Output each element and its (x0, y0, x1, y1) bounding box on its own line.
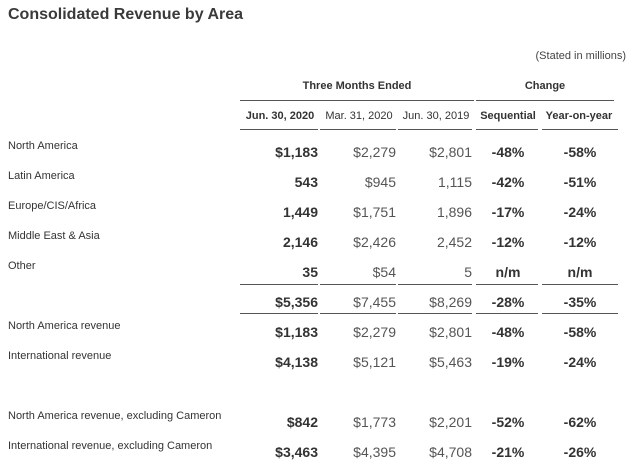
cell-jun-2020: 1,449 (282, 204, 318, 220)
cell-mar-2020: $1,751 (353, 204, 396, 220)
cell-year-on-year: n/m (567, 264, 593, 280)
cell-sequential: -48% (491, 144, 525, 160)
table-row: Latin America 543 $945 1,115 -42% -51% (0, 170, 638, 200)
cell-sequential: -42% (491, 174, 525, 190)
cell-sequential: -21% (491, 444, 525, 460)
group-header-three-months: Three Months Ended (302, 80, 412, 92)
header-rule-4 (476, 129, 538, 130)
group-rule-change (476, 100, 614, 101)
total-bottom-rule-2 (320, 313, 396, 314)
col-header-mar-2020: Mar. 31, 2020 (325, 110, 393, 122)
cell-year-on-year: -12% (563, 234, 597, 250)
cell-year-on-year: -26% (563, 444, 597, 460)
cell-jun-2019: $2,801 (429, 144, 472, 160)
total-bottom-rule-3 (398, 313, 472, 314)
cell-year-on-year: -51% (563, 174, 597, 190)
total-rule-2 (320, 284, 396, 285)
col-header-jun-2020: Jun. 30, 2020 (245, 110, 315, 122)
row-label: North America revenue (8, 320, 121, 332)
cell-jun-2019: $2,801 (429, 324, 472, 340)
cell-year-on-year: -58% (563, 144, 597, 160)
col-header-sequential: Sequential (480, 110, 536, 122)
row-label: Other (8, 260, 36, 272)
page-title: Consolidated Revenue by Area (8, 6, 244, 23)
cell-jun-2020: 543 (294, 174, 318, 190)
cell-year-on-year: -24% (563, 354, 597, 370)
cell-jun-2019: 1,896 (436, 204, 472, 220)
table-row: North America revenue, excluding Cameron… (0, 410, 638, 440)
cell-jun-2019: 1,115 (438, 174, 472, 190)
cell-mar-2020: $54 (372, 264, 396, 280)
cell-jun-2019: 2,452 (436, 234, 472, 250)
cell-mar-2020: $1,773 (353, 414, 396, 430)
cell-mar-2020: $2,426 (353, 234, 396, 250)
cell-sequential: -28% (491, 294, 525, 310)
total-rule-5 (542, 284, 618, 285)
row-label: International revenue, excluding Cameron (8, 440, 213, 452)
cell-sequential: -48% (491, 324, 525, 340)
cell-mar-2020: $7,455 (353, 294, 396, 310)
total-bottom-rule-5 (542, 313, 618, 314)
col-header-year-on-year: Year-on-year (545, 110, 613, 122)
cell-mar-2020: $2,279 (353, 144, 396, 160)
cell-mar-2020: $4,395 (353, 444, 396, 460)
group-rule-three-months (240, 100, 474, 101)
cell-jun-2020: $4,138 (275, 354, 318, 370)
units-note: (Stated in millions) (535, 50, 626, 62)
table-row: Other 35 $54 5 n/m n/m (0, 260, 638, 290)
header-rule-5 (542, 129, 618, 130)
cell-jun-2019: $8,269 (429, 294, 472, 310)
cell-mar-2020: $2,279 (353, 324, 396, 340)
header-rule-1 (240, 129, 318, 130)
table-row: Europe/CIS/Africa 1,449 $1,751 1,896 -17… (0, 200, 638, 230)
group-header-change: Change (524, 80, 566, 92)
table-row: International revenue $4,138 $5,121 $5,4… (0, 350, 638, 380)
cell-jun-2020: $3,463 (275, 444, 318, 460)
cell-jun-2019: $2,201 (429, 414, 472, 430)
total-bottom-rule-4 (476, 313, 538, 314)
header-rule-2 (320, 129, 396, 130)
table-row: North America revenue $1,183 $2,279 $2,8… (0, 320, 638, 350)
cell-sequential: n/m (495, 264, 521, 280)
cell-jun-2019: 5 (464, 264, 472, 280)
cell-jun-2020: 35 (302, 264, 318, 280)
cell-jun-2019: $4,708 (429, 444, 472, 460)
row-label: Middle East & Asia (8, 230, 100, 242)
cell-jun-2020: $1,183 (275, 324, 318, 340)
total-rule-3 (398, 284, 472, 285)
table-row-total: $5,356 $7,455 $8,269 -28% -35% (0, 290, 638, 320)
table-row: International revenue, excluding Cameron… (0, 440, 638, 470)
cell-mar-2020: $5,121 (353, 354, 396, 370)
cell-sequential: -52% (491, 414, 525, 430)
cell-year-on-year: -35% (563, 294, 597, 310)
cell-jun-2020: $842 (286, 414, 318, 430)
cell-sequential: -17% (491, 204, 525, 220)
col-header-jun-2019: Jun. 30, 2019 (402, 110, 470, 122)
cell-jun-2020: $1,183 (275, 144, 318, 160)
header-rule-3 (398, 129, 472, 130)
cell-year-on-year: -24% (563, 204, 597, 220)
row-label: International revenue (8, 350, 112, 362)
table-row: North America $1,183 $2,279 $2,801 -48% … (0, 140, 638, 170)
cell-sequential: -19% (491, 354, 525, 370)
cell-jun-2020: $5,356 (275, 294, 318, 310)
cell-year-on-year: -62% (563, 414, 597, 430)
total-rule-1 (240, 284, 318, 285)
row-label: North America revenue, excluding Cameron (8, 410, 222, 422)
cell-sequential: -12% (491, 234, 525, 250)
cell-year-on-year: -58% (563, 324, 597, 340)
cell-mar-2020: $945 (364, 174, 396, 190)
row-label: North America (8, 140, 78, 152)
row-label: Europe/CIS/Africa (8, 200, 97, 212)
cell-jun-2020: 2,146 (282, 234, 318, 250)
cell-jun-2019: $5,463 (429, 354, 472, 370)
table-row: Middle East & Asia 2,146 $2,426 2,452 -1… (0, 230, 638, 260)
total-bottom-rule-1 (240, 313, 318, 314)
row-label: Latin America (8, 170, 75, 182)
total-rule-4 (476, 284, 538, 285)
